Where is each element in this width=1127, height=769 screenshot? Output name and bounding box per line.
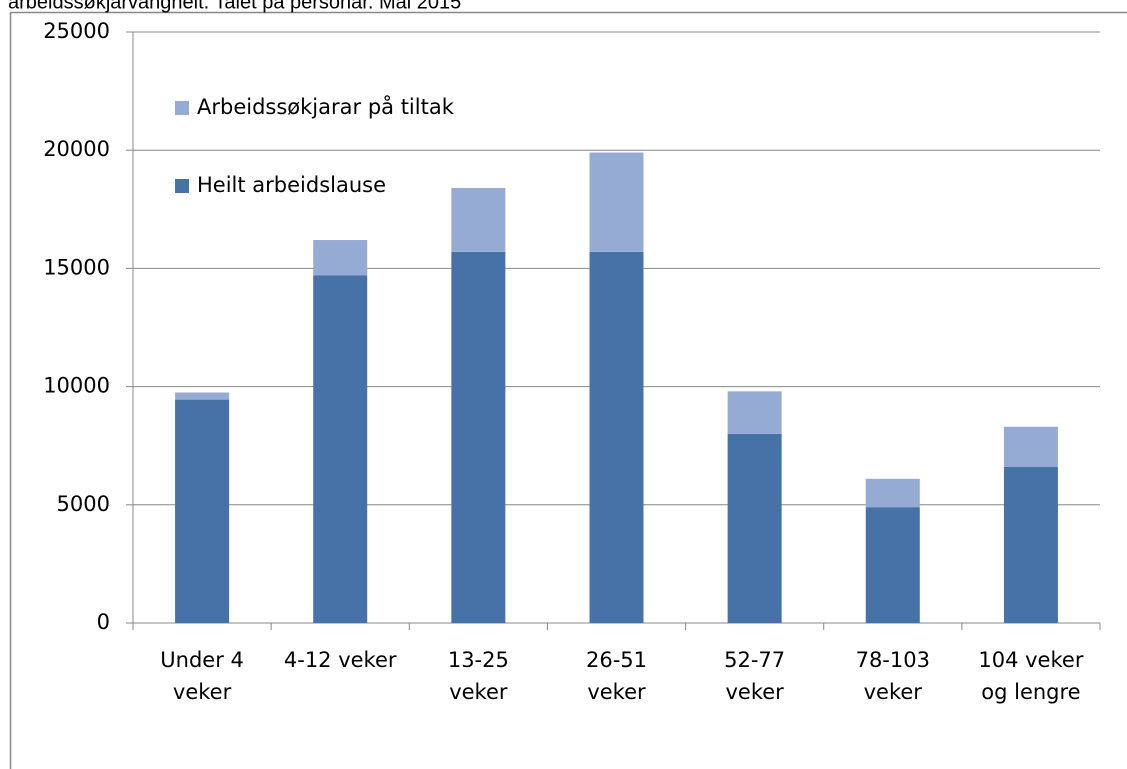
bar-segment xyxy=(589,251,644,624)
bar-segment xyxy=(1003,466,1058,623)
chart-title: arbeidssøkjarvangheit. Talet på personar… xyxy=(8,0,461,13)
x-tick-label: 104 veker og lengre xyxy=(978,648,1083,704)
y-tick-label: 5000 xyxy=(57,492,110,516)
bar-segment xyxy=(865,507,920,623)
legend-label: Arbeidssøkjarar på tiltak xyxy=(197,94,455,119)
bar-segment xyxy=(451,188,506,252)
bar-segment xyxy=(727,433,782,623)
bar-segment xyxy=(865,478,920,508)
bar-segment xyxy=(175,399,230,623)
x-tick-label: 26-51 veker xyxy=(586,648,647,704)
legend-label: Heilt arbeidslause xyxy=(197,173,386,197)
x-tick-label: 78-103 veker xyxy=(856,648,930,704)
x-tick-label: 52-77 veker xyxy=(724,648,785,704)
y-tick-label: 25000 xyxy=(43,19,110,43)
x-tick-label: Under 4 veker xyxy=(160,648,244,704)
bar-segment xyxy=(175,392,230,400)
bar-segment xyxy=(451,251,506,624)
bar-segment xyxy=(313,275,368,623)
y-tick-label: 20000 xyxy=(43,137,110,161)
y-tick-label: 0 xyxy=(97,610,110,634)
y-tick-label: 10000 xyxy=(43,374,110,398)
bar-segment xyxy=(313,240,368,276)
legend-swatch xyxy=(175,101,189,115)
y-tick-label: 15000 xyxy=(43,255,110,279)
bar-segment xyxy=(1003,426,1058,467)
x-tick-label: 4-12 veker xyxy=(284,648,397,672)
bar-segment xyxy=(727,391,782,434)
legend-swatch xyxy=(175,179,189,193)
bar-segment xyxy=(589,152,644,252)
x-tick-label: 13-25 veker xyxy=(448,648,509,704)
